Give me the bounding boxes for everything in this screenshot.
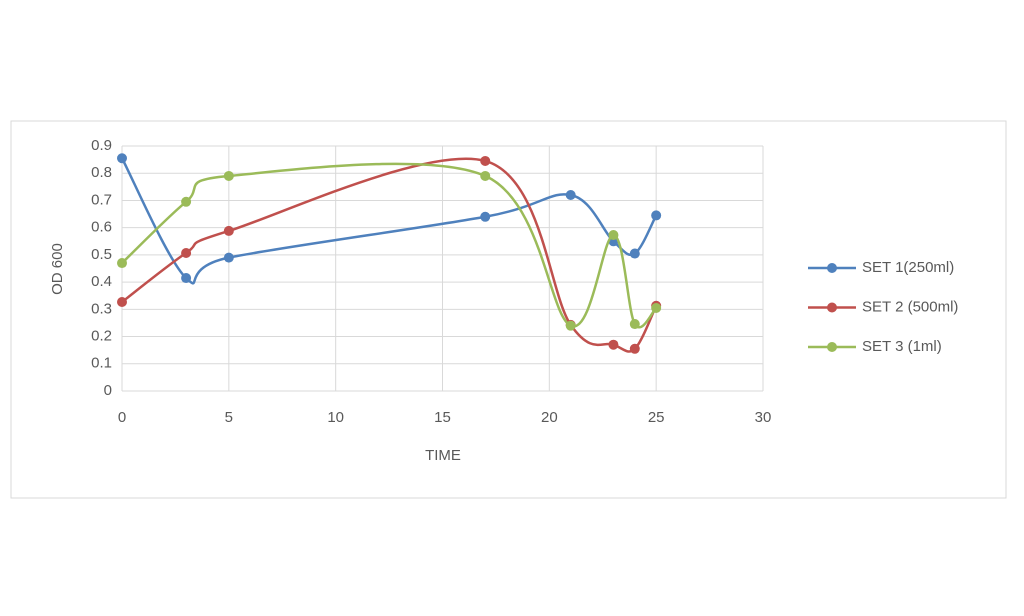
y-tick-label: 0.8 (91, 164, 112, 181)
x-tick-label: 0 (118, 409, 126, 426)
x-tick-label: 10 (327, 409, 344, 426)
y-tick-label: 0.4 (91, 273, 112, 290)
data-point (608, 339, 619, 350)
y-tick-label: 0.6 (91, 219, 112, 236)
x-tick-label: 25 (648, 409, 665, 426)
data-point (480, 170, 491, 181)
series-line (121, 157, 658, 353)
y-tick-label: 0.3 (91, 300, 112, 317)
y-tick-label: 0.1 (91, 355, 112, 372)
legend-marker (827, 342, 837, 352)
data-point (223, 170, 234, 181)
y-axis-label: OD 600 (49, 243, 66, 295)
x-tick-label: 20 (541, 409, 558, 426)
data-point (565, 320, 576, 331)
legend-label: SET 2 (500ml) (862, 298, 958, 315)
legend-label: SET 1(250ml) (862, 259, 954, 276)
legend-label: SET 3 (1ml) (862, 338, 942, 355)
y-tick-label: 0.2 (91, 328, 112, 345)
data-point (629, 343, 640, 354)
data-point (629, 319, 640, 330)
data-point (651, 302, 662, 313)
data-point (651, 210, 662, 221)
series-line (121, 162, 658, 329)
data-point (181, 273, 192, 284)
data-point (629, 248, 640, 259)
data-point (223, 225, 234, 236)
x-axis-label: TIME (425, 447, 461, 464)
data-point (117, 296, 127, 307)
legend-marker (827, 263, 837, 273)
data-point (565, 190, 576, 200)
data-point (181, 196, 192, 207)
y-tick-label: 0.9 (91, 137, 112, 154)
legend-marker (827, 302, 837, 313)
x-tick-label: 15 (434, 409, 451, 426)
data-point (608, 230, 619, 241)
y-tick-label: 0 (104, 382, 112, 399)
data-point (117, 153, 127, 164)
x-tick-label: 5 (225, 409, 233, 426)
data-point (181, 247, 192, 258)
data-point (480, 155, 491, 166)
data-point (117, 258, 127, 269)
x-tick-label: 30 (755, 409, 772, 426)
y-tick-label: 0.7 (91, 191, 112, 208)
data-point (480, 211, 491, 222)
data-point (223, 252, 234, 263)
y-tick-label: 0.5 (91, 246, 112, 263)
